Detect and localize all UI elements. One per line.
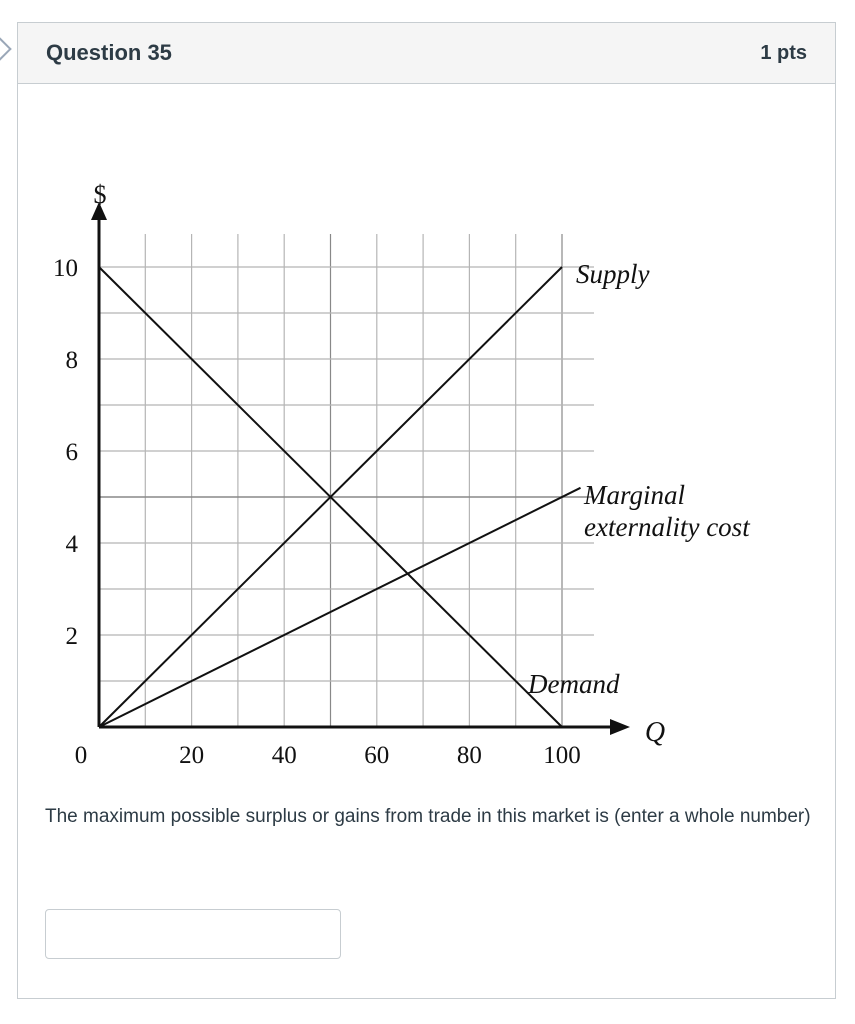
x-axis-label: Q — [645, 717, 665, 748]
question-nav-chevron-icon — [0, 36, 12, 62]
y-tick-label: 10 — [53, 255, 78, 282]
question-card: Question 35 1 pts 2 4 6 8 10 0 20 40 60 80 100 $ Q Su… — [17, 22, 836, 999]
question-prompt: The maximum possible surplus or gains fr… — [45, 806, 811, 827]
demand-label: Demand — [527, 669, 620, 699]
question-title: Question 35 — [46, 40, 172, 65]
y-axis-label: $ — [94, 180, 107, 209]
y-tick-label: 4 — [66, 531, 79, 558]
x-axis-arrow-icon — [610, 719, 630, 735]
demand-line — [98, 266, 563, 728]
x-tick-label: 20 — [179, 742, 204, 769]
marginal-externality-cost-label-line-1: Marginal — [583, 480, 685, 510]
question-header: Question 35 1 pts — [18, 23, 835, 84]
marginal-externality-cost-label-line-2: externality cost — [584, 512, 751, 542]
x-tick-label: 100 — [543, 742, 581, 769]
answer-input[interactable] — [45, 909, 341, 959]
economics-chart: 2 4 6 8 10 0 20 40 60 80 100 $ Q Supply Demand Marginal… — [18, 84, 835, 804]
x-tick-label: 80 — [457, 742, 482, 769]
y-tick-label: 6 — [66, 439, 79, 466]
x-tick-label: 40 — [272, 742, 297, 769]
question-points: 1 pts — [760, 41, 807, 64]
supply-label: Supply — [576, 259, 650, 289]
y-axis-arrow-icon — [91, 202, 107, 220]
x-tick-label: 0 — [75, 742, 88, 769]
marginal-externality-cost-line — [98, 486, 581, 728]
y-tick-label: 8 — [66, 347, 79, 374]
y-tick-label: 2 — [66, 623, 79, 650]
x-tick-label: 60 — [364, 742, 389, 769]
